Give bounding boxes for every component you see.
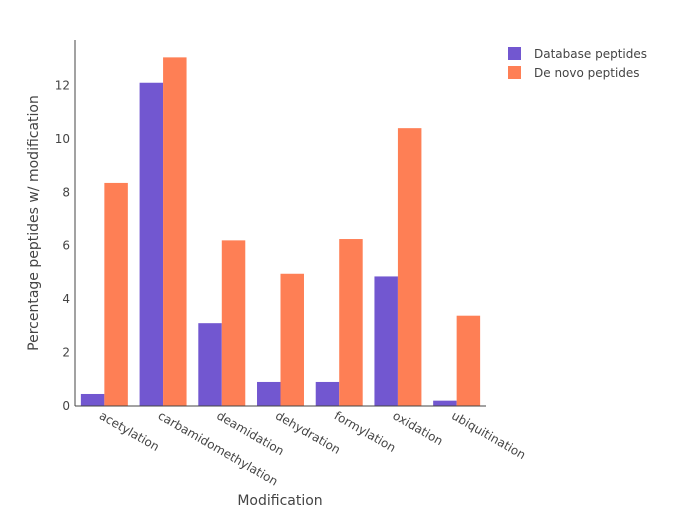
legend-item-database[interactable]: Database peptides: [508, 47, 647, 61]
bar-database-dehydration[interactable]: [257, 381, 281, 406]
x-tick-label: acetylation: [97, 408, 162, 454]
legend-swatch: [508, 66, 521, 79]
bar-database-acetylation[interactable]: [80, 393, 105, 406]
bar-database-oxidation[interactable]: [374, 276, 398, 406]
y-tick-label: 12: [55, 78, 70, 92]
bar-database-deamidation[interactable]: [198, 323, 222, 406]
y-tick-label: 8: [62, 185, 70, 199]
y-tick-label: 4: [62, 292, 70, 306]
legend-label: Database peptides: [534, 47, 647, 61]
bar-denovo-deamidation[interactable]: [221, 240, 246, 406]
bar-database-carbamidomethylation[interactable]: [139, 82, 164, 407]
bar-denovo-ubiquitination[interactable]: [456, 315, 481, 406]
x-tick-label: oxidation: [390, 408, 445, 448]
y-axis-title: Percentage peptides w/ modification: [26, 95, 42, 351]
bar-denovo-formylation[interactable]: [339, 239, 363, 406]
bar-denovo-carbamidomethylation[interactable]: [163, 57, 187, 407]
y-axis-ticks: 0 2 4 6 8 10 12: [55, 78, 70, 413]
x-axis-ticks: acetylationcarbamidomethylationdeamidati…: [97, 408, 528, 488]
bar-denovo-dehydration[interactable]: [280, 273, 304, 406]
y-tick-label: 2: [62, 346, 70, 360]
bar-denovo-oxidation[interactable]: [397, 128, 422, 406]
legend-item-denovo[interactable]: De novo peptides: [508, 66, 640, 80]
x-tick-label: ubiquitination: [449, 408, 528, 462]
bar-database-ubiquitination[interactable]: [433, 400, 457, 406]
y-tick-label: 0: [62, 399, 70, 413]
bar-database-formylation[interactable]: [315, 381, 340, 406]
x-tick-label: formylation: [332, 408, 399, 455]
legend-swatch: [508, 47, 521, 60]
y-tick-label: 10: [55, 132, 70, 146]
bar-denovo-acetylation[interactable]: [104, 182, 128, 406]
y-tick-label: 6: [62, 239, 70, 253]
legend[interactable]: Database peptides De novo peptides: [508, 47, 647, 80]
bars-layer: [80, 57, 481, 407]
legend-label: De novo peptides: [534, 66, 640, 80]
x-axis-title: Modification: [237, 493, 322, 509]
